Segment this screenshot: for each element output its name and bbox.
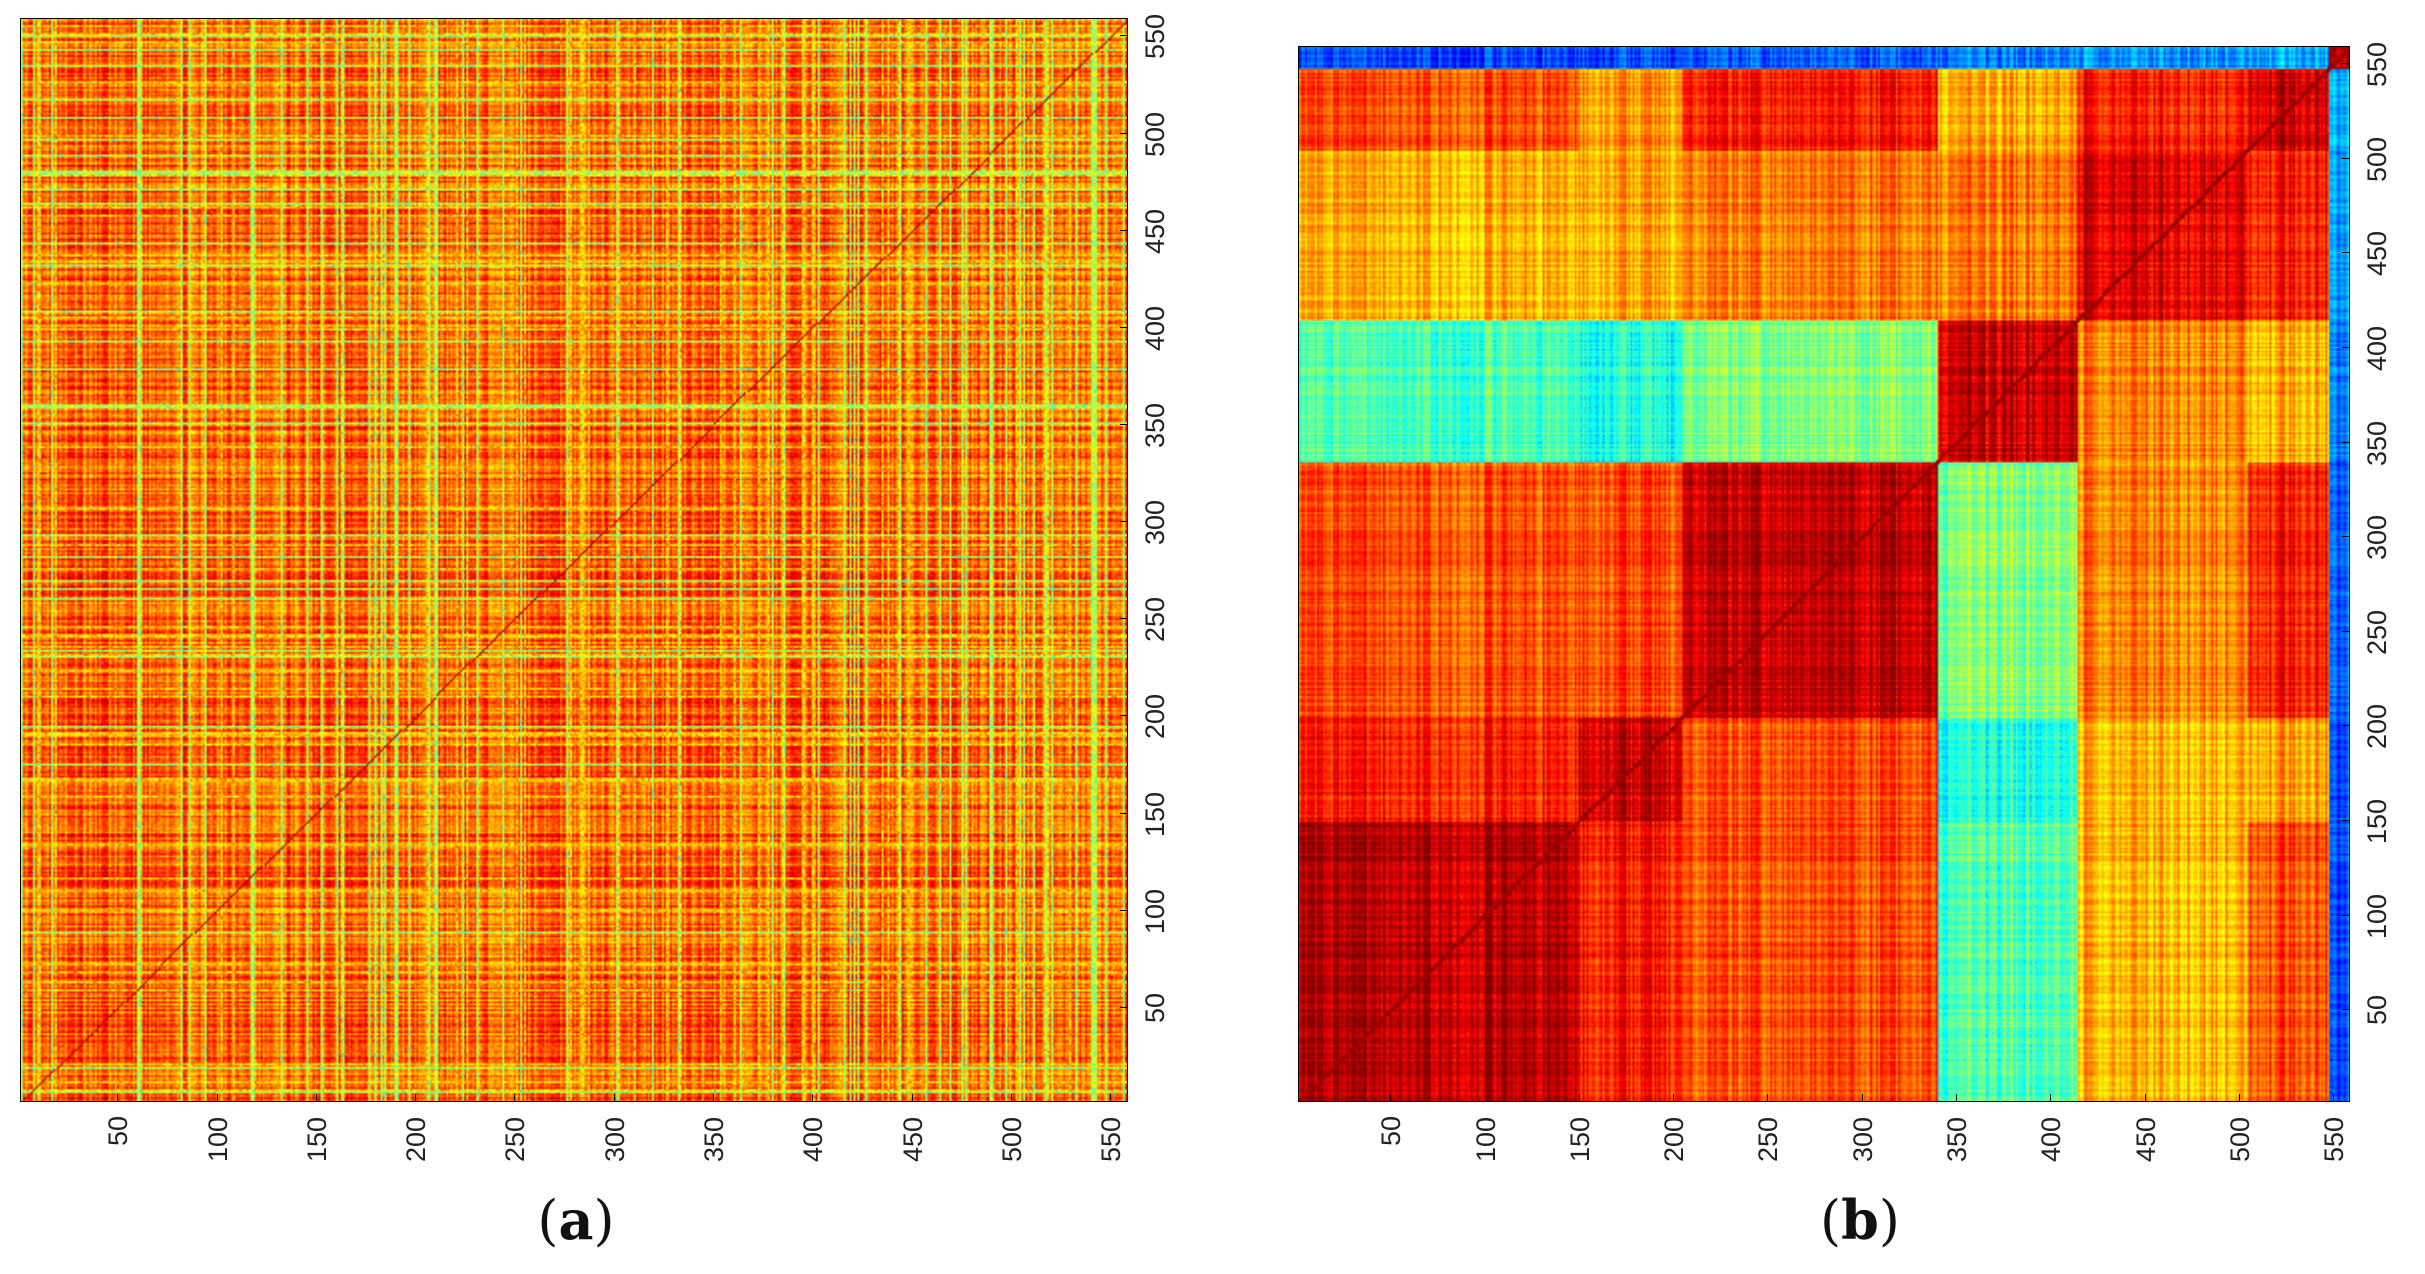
x-tick-mark (712, 1094, 714, 1102)
y-tick-mark (1120, 424, 1128, 425)
y-tick-mark (1120, 618, 1128, 620)
y-tick-label: 250 (1140, 597, 1170, 643)
x-tick-label: 150 (301, 1116, 332, 1162)
x-tick-mark (1390, 1094, 1392, 1102)
x-tick-label: 50 (103, 1115, 134, 1146)
x-tick-mark (1010, 1094, 1012, 1102)
y-tick-label: 200 (2362, 704, 2392, 750)
x-tick-label: 150 (1564, 1116, 1595, 1162)
y-tick-mark (2342, 725, 2350, 727)
y-tick-label: 400 (1140, 305, 1170, 351)
x-tick-mark (812, 1094, 814, 1102)
y-tick-mark (1120, 521, 1128, 523)
y-tick-mark (2342, 63, 2350, 65)
x-tick-mark (1484, 1094, 1486, 1102)
x-tick-label: 500 (996, 1116, 1027, 1162)
x-tick-label: 300 (599, 1116, 630, 1162)
x-tick-label: 400 (798, 1116, 829, 1162)
x-tick-mark (117, 1094, 119, 1102)
y-tick-label: 550 (1140, 14, 1170, 60)
y-tick-label: 550 (2362, 41, 2392, 88)
y-tick-label: 450 (1140, 208, 1170, 254)
y-tick-label: 150 (1140, 791, 1170, 837)
x-tick-mark (613, 1094, 615, 1102)
y-tick-mark (2342, 157, 2350, 159)
x-tick-label: 350 (698, 1116, 729, 1162)
x-tick-mark (1861, 1094, 1863, 1102)
heatmap-b-cells (1299, 47, 2349, 1101)
y-tick-label: 500 (2362, 136, 2392, 182)
y-tick-mark (2342, 820, 2350, 822)
x-tick-label: 250 (1753, 1116, 1784, 1162)
y-tick-mark (1120, 715, 1128, 717)
y-tick-label: 450 (2362, 231, 2392, 277)
x-tick-label: 200 (1659, 1116, 1690, 1162)
x-tick-mark (514, 1094, 516, 1102)
y-tick-mark (2342, 346, 2350, 348)
y-tick-label: 350 (2362, 420, 2392, 466)
x-tick-label: 50 (1376, 1115, 1407, 1146)
x-tick-label: 550 (1096, 1116, 1127, 1162)
heatmap-a-cells (21, 19, 1127, 1101)
x-tick-mark (2050, 1094, 2052, 1102)
y-tick-mark (1120, 35, 1128, 37)
y-tick-label: 50 (2362, 995, 2392, 1026)
x-tick-label: 550 (2319, 1116, 2350, 1162)
y-tick-label: 350 (1140, 402, 1170, 448)
y-tick-mark (2342, 630, 2350, 632)
heatmap-b (1298, 46, 2350, 1102)
x-tick-mark (2144, 1094, 2146, 1102)
y-tick-mark (1120, 909, 1128, 911)
x-tick-mark (1673, 1094, 1675, 1102)
x-tick-label: 100 (1470, 1116, 1501, 1162)
y-tick-label: 50 (1140, 992, 1170, 1023)
x-tick-mark (2333, 1094, 2335, 1102)
panel-label-b: (b) (1820, 1188, 1900, 1252)
y-tick-mark (1120, 229, 1128, 231)
y-tick-mark (1120, 1006, 1128, 1008)
x-tick-mark (1110, 1094, 1112, 1102)
y-tick-label: 150 (2362, 798, 2392, 845)
x-tick-mark (1578, 1094, 1580, 1102)
y-tick-mark (2342, 252, 2350, 254)
panel-label-a: (a) (537, 1188, 615, 1252)
y-tick-label: 100 (2362, 893, 2392, 939)
x-tick-mark (315, 1094, 317, 1102)
x-tick-mark (1955, 1094, 1957, 1102)
x-tick-label: 100 (202, 1116, 233, 1162)
x-tick-label: 300 (1847, 1116, 1878, 1162)
x-tick-label: 250 (500, 1116, 531, 1162)
x-tick-mark (2238, 1094, 2240, 1102)
x-tick-mark (415, 1094, 417, 1102)
y-tick-mark (1120, 132, 1128, 134)
y-tick-label: 400 (2362, 325, 2392, 371)
y-tick-mark (2342, 1009, 2350, 1011)
y-tick-label: 500 (1140, 111, 1170, 157)
y-tick-mark (2342, 914, 2350, 916)
x-tick-label: 350 (1941, 1116, 1972, 1162)
y-tick-mark (2342, 441, 2350, 443)
y-tick-label: 250 (2362, 609, 2392, 655)
x-tick-mark (911, 1094, 913, 1102)
x-tick-label: 400 (2036, 1116, 2067, 1162)
heatmap-a (20, 18, 1128, 1102)
y-tick-mark (1120, 812, 1128, 814)
x-tick-mark (216, 1094, 218, 1102)
x-tick-mark (1767, 1094, 1769, 1102)
y-tick-label: 300 (1140, 500, 1170, 546)
x-tick-label: 450 (897, 1116, 928, 1162)
y-tick-label: 300 (2362, 515, 2392, 561)
y-tick-mark (2342, 536, 2350, 538)
y-tick-mark (1120, 326, 1128, 328)
x-tick-label: 450 (2130, 1116, 2161, 1162)
x-tick-label: 200 (401, 1116, 432, 1162)
y-tick-label: 100 (1140, 888, 1170, 934)
y-tick-label: 200 (1140, 694, 1170, 740)
x-tick-label: 500 (2224, 1116, 2255, 1162)
